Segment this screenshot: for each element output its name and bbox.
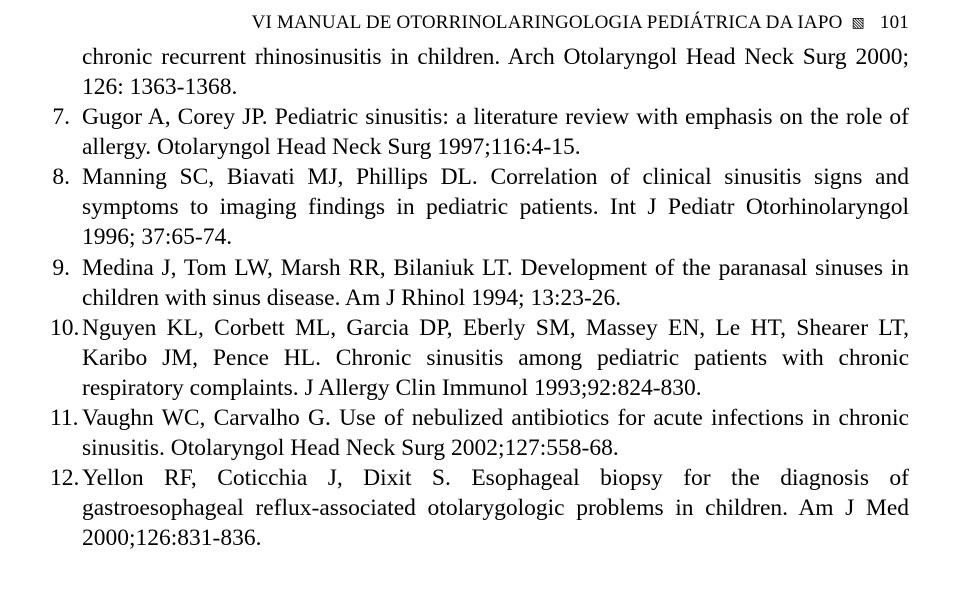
reference-item: 7. Gugor A, Corey JP. Pediatric sinusiti… [50, 102, 909, 162]
reference-item: 10. Nguyen KL, Corbett ML, Garcia DP, Eb… [50, 313, 909, 403]
reference-number: 7. [50, 102, 82, 162]
reference-text: Nguyen KL, Corbett ML, Garcia DP, Eberly… [82, 313, 909, 403]
header-decoration-icon: ▧ [852, 15, 865, 32]
reference-item: 11. Vaughn WC, Carvalho G. Use of nebuli… [50, 403, 909, 463]
reference-item: 12. Yellon RF, Coticchia J, Dixit S. Eso… [50, 463, 909, 553]
reference-item: 9. Medina J, Tom LW, Marsh RR, Bilaniuk … [50, 253, 909, 313]
reference-number: 8. [50, 162, 82, 252]
reference-item: 8. Manning SC, Biavati MJ, Phillips DL. … [50, 162, 909, 252]
reference-text: Yellon RF, Coticchia J, Dixit S. Esophag… [82, 463, 909, 553]
reference-text: Vaughn WC, Carvalho G. Use of nebulized … [82, 403, 909, 463]
reference-continuation: chronic recurrent rhinosinusitis in chil… [82, 42, 909, 102]
reference-number: 12. [50, 463, 82, 553]
reference-text: chronic recurrent rhinosinusitis in chil… [82, 44, 909, 100]
page-number: 101 [880, 12, 909, 33]
reference-text: Manning SC, Biavati MJ, Phillips DL. Cor… [82, 162, 909, 252]
reference-text: Gugor A, Corey JP. Pediatric sinusitis: … [82, 102, 909, 162]
references-list: chronic recurrent rhinosinusitis in chil… [50, 42, 909, 553]
reference-number: 10. [50, 313, 82, 403]
reference-text: Medina J, Tom LW, Marsh RR, Bilaniuk LT.… [82, 253, 909, 313]
header-title: VI MANUAL DE OTORRINOLARINGOLOGIA PEDIÁT… [252, 12, 843, 33]
reference-number: 9. [50, 253, 82, 313]
page-header: VI MANUAL DE OTORRINOLARINGOLOGIA PEDIÁT… [50, 12, 909, 34]
reference-number: 11. [50, 403, 82, 463]
